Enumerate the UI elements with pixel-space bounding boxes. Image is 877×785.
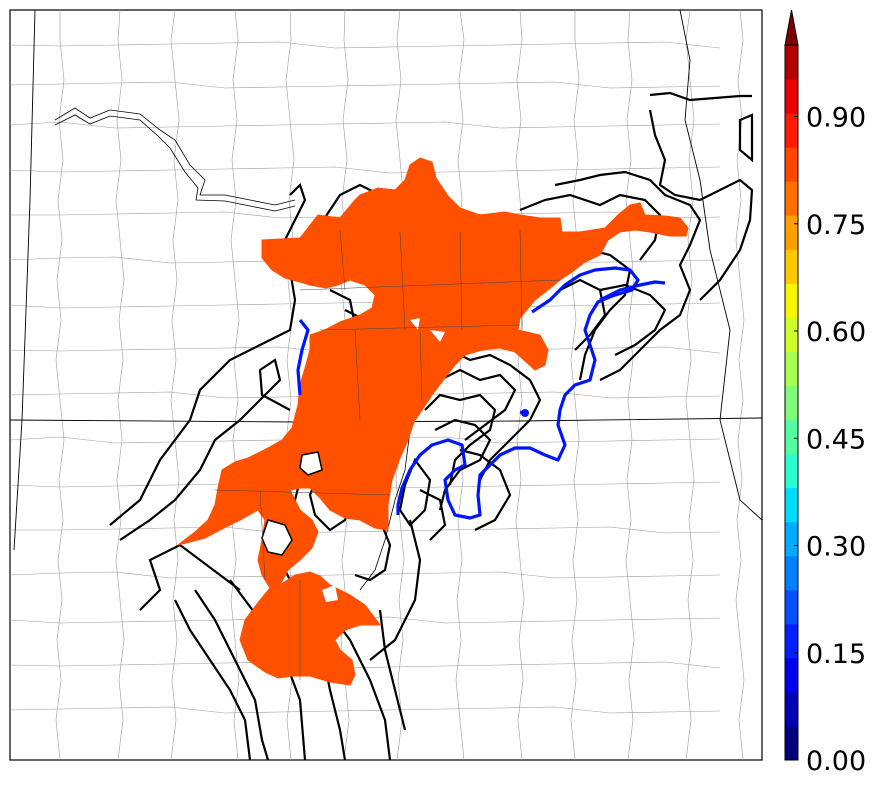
colorbar-tick-label: 0.00 xyxy=(806,746,866,777)
colorbar-band xyxy=(785,249,798,284)
county-line xyxy=(10,706,721,714)
colorbar-band xyxy=(785,691,798,727)
highlight-dot xyxy=(521,409,529,417)
colorbar-band xyxy=(785,45,798,80)
colorbar-band xyxy=(785,623,798,659)
colorbar-band xyxy=(785,521,798,557)
colorbar-band xyxy=(785,181,798,216)
colorbar-band xyxy=(785,113,798,148)
county-line xyxy=(735,10,745,760)
colorbar-ticks: 0.00 0.15 0.30 0.45 0.60 0.75 0.90 xyxy=(794,103,866,777)
colorbar-band xyxy=(785,589,798,625)
colorbar-tick-label: 0.60 xyxy=(806,317,866,348)
colorbar-band xyxy=(785,283,798,318)
county-line xyxy=(10,121,721,129)
county-line xyxy=(10,81,721,89)
colorbar-tick-label: 0.90 xyxy=(806,103,866,134)
county-line xyxy=(115,10,125,760)
colorbar-band xyxy=(785,453,798,489)
county-line xyxy=(455,10,465,760)
county-line xyxy=(10,526,721,534)
county-line xyxy=(10,166,721,174)
county-line xyxy=(55,10,65,760)
county-boundaries-overlay xyxy=(214,229,561,680)
colorbar-band xyxy=(785,79,798,114)
colorbar-band xyxy=(785,317,798,352)
colorbar-frame xyxy=(784,44,799,761)
colorbar-band xyxy=(785,385,798,421)
county-line xyxy=(10,301,721,309)
county-line xyxy=(515,10,525,760)
colorbar-tick-label: 0.15 xyxy=(806,639,866,670)
county-line xyxy=(10,661,721,669)
colorbar-band xyxy=(785,725,798,761)
colorbar-extend-arrow xyxy=(784,9,799,46)
colorbar-band xyxy=(785,351,798,386)
county-line xyxy=(10,41,721,49)
colorbar-band xyxy=(785,487,798,523)
colorbar-tick-label: 0.45 xyxy=(806,424,866,455)
colorbar-band xyxy=(785,657,798,693)
county-line xyxy=(685,10,695,760)
colorbar-tick-label: 0.75 xyxy=(806,210,866,241)
county-line xyxy=(230,10,240,760)
colorbar-band xyxy=(785,419,798,455)
colorbar-bands xyxy=(785,45,798,761)
colorbar-band xyxy=(785,215,798,250)
colorbar-band xyxy=(785,555,798,591)
colorbar-band xyxy=(785,147,798,182)
county-line xyxy=(10,571,721,579)
probability-fill xyxy=(177,157,689,686)
county-line xyxy=(625,10,635,760)
colorbar-tick-label: 0.30 xyxy=(806,532,866,563)
